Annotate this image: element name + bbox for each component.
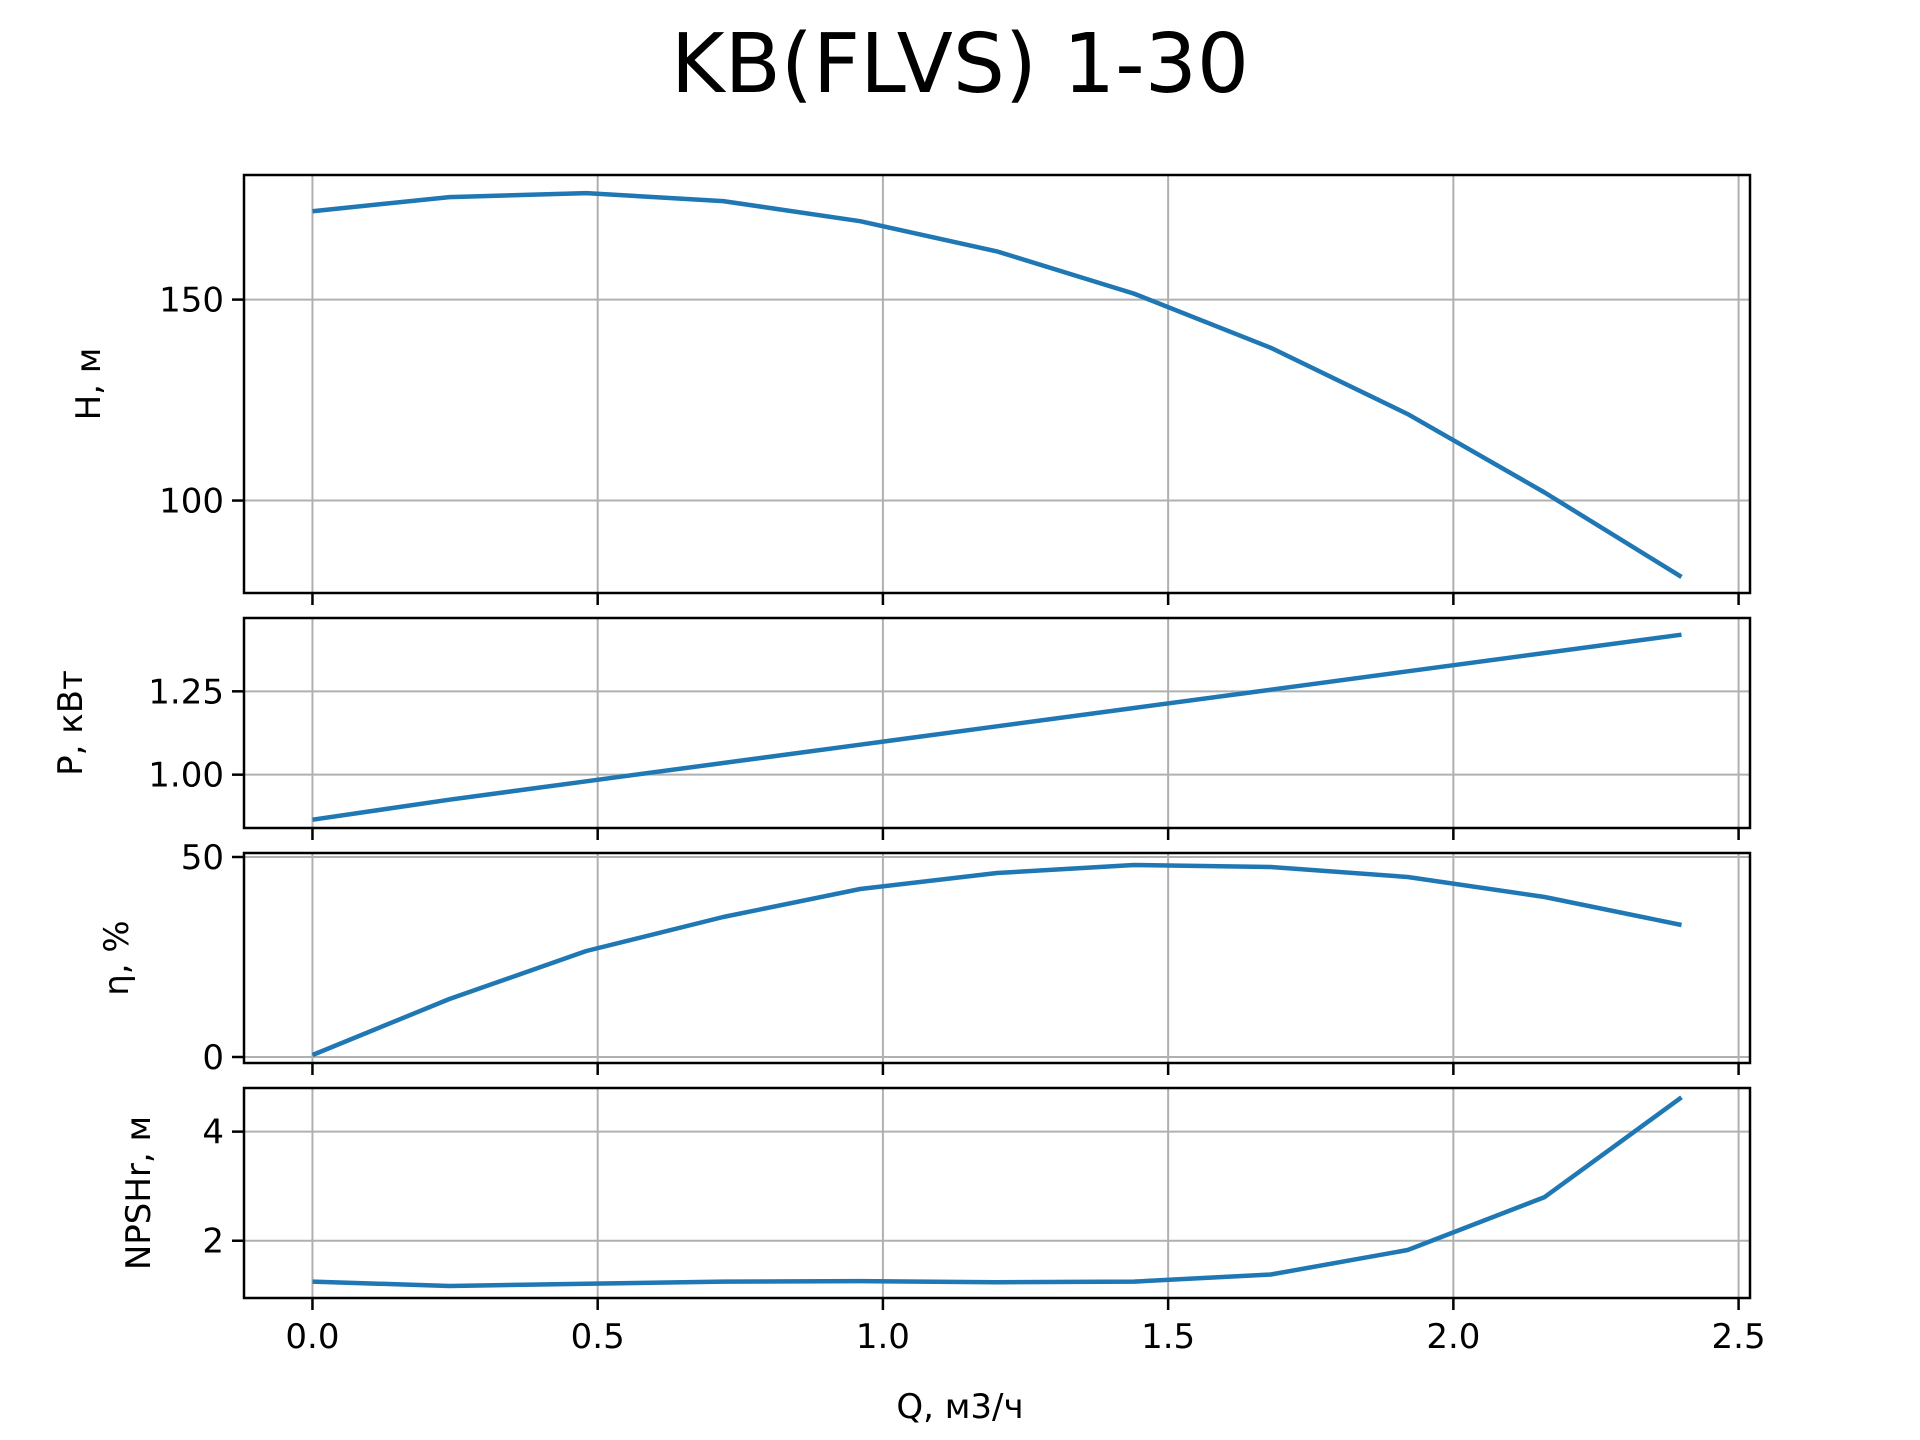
plot-frame: [242, 616, 1752, 830]
chart-title: KB(FLVS) 1-30: [671, 17, 1249, 112]
y-tick-label: 0: [202, 1038, 224, 1078]
series-line: [312, 190, 1683, 579]
y-tick-label: 150: [159, 281, 224, 321]
y-tick-label: 4: [202, 1113, 224, 1153]
y-axis-label: H, м: [69, 348, 109, 421]
y-tick-label: 2: [202, 1222, 224, 1262]
x-tick-label: 1.0: [856, 1317, 910, 1357]
x-tick-label: 2.5: [1712, 1317, 1766, 1357]
plot-frame: [242, 173, 1752, 595]
x-axis-label: Q, м3/ч: [896, 1387, 1023, 1427]
panels: 100 150 H, м 1.00 1.25 P, кВт 0 50 η, % 0.0 0.5 1.0…: [51, 173, 1766, 1357]
series-line: [312, 632, 1682, 822]
x-tick-label: 0.5: [571, 1317, 625, 1357]
y-tick-label: 100: [159, 482, 224, 522]
y-axis-label: η, %: [97, 920, 137, 995]
y-axis-label: NPSHr, м: [119, 1116, 159, 1270]
y-tick-label: 50: [181, 838, 224, 878]
x-tick-label: 1.5: [1141, 1317, 1195, 1357]
panel-2: 0 50 η, %: [97, 838, 1752, 1078]
plot-frame: [242, 1086, 1752, 1300]
y-axis-label: P, кВт: [51, 670, 91, 776]
series-line: [311, 862, 1682, 1058]
x-tick-label: 2.0: [1426, 1317, 1480, 1357]
plot-frame: [242, 851, 1752, 1065]
series-line: [312, 1095, 1683, 1289]
y-tick-label: 1.00: [148, 756, 224, 796]
y-tick-label: 1.25: [148, 672, 224, 712]
panel-3: 0.0 0.5 1.0 1.5 2.0 2.5 2 4 NPSHr, м: [119, 1086, 1766, 1357]
panel-0: 100 150 H, м: [69, 173, 1752, 605]
x-tick-label: 0.0: [285, 1317, 339, 1357]
panel-1: 1.00 1.25 P, кВт: [51, 616, 1752, 840]
